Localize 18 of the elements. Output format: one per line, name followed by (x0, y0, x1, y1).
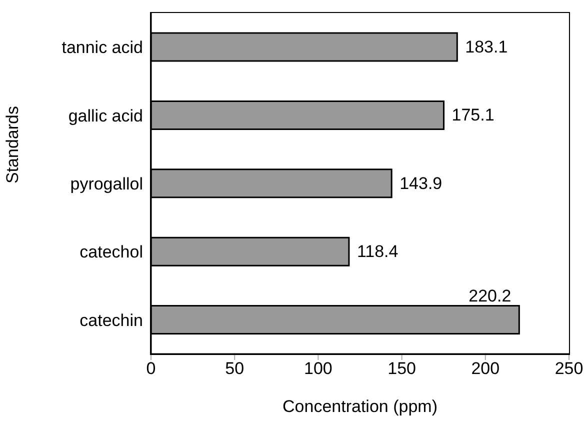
data-label: 175.1 (452, 106, 494, 125)
data-label: 143.9 (400, 174, 442, 193)
y-tick-label: catechol (80, 242, 143, 262)
x-tick-label: 250 (554, 359, 584, 378)
y-tick-label: pyrogallol (70, 174, 143, 194)
x-tick-label: 50 (225, 359, 244, 378)
data-label: 183.1 (465, 38, 508, 56)
y-tick-label: catechin (80, 310, 143, 330)
x-tick-label: 100 (304, 359, 332, 378)
data-label: 118.4 (356, 242, 398, 262)
y-tick-label: tannic acid (62, 38, 143, 58)
y-axis-title: Standards (3, 106, 22, 184)
x-tick-label: 0 (146, 359, 156, 378)
data-label: 220.2 (468, 286, 512, 306)
x-axis-title: Concentration (ppm) (282, 397, 438, 416)
y-tick-label: gallic acid (68, 106, 143, 126)
x-tick-label: 150 (388, 359, 416, 378)
x-tick-label: 200 (471, 359, 500, 378)
